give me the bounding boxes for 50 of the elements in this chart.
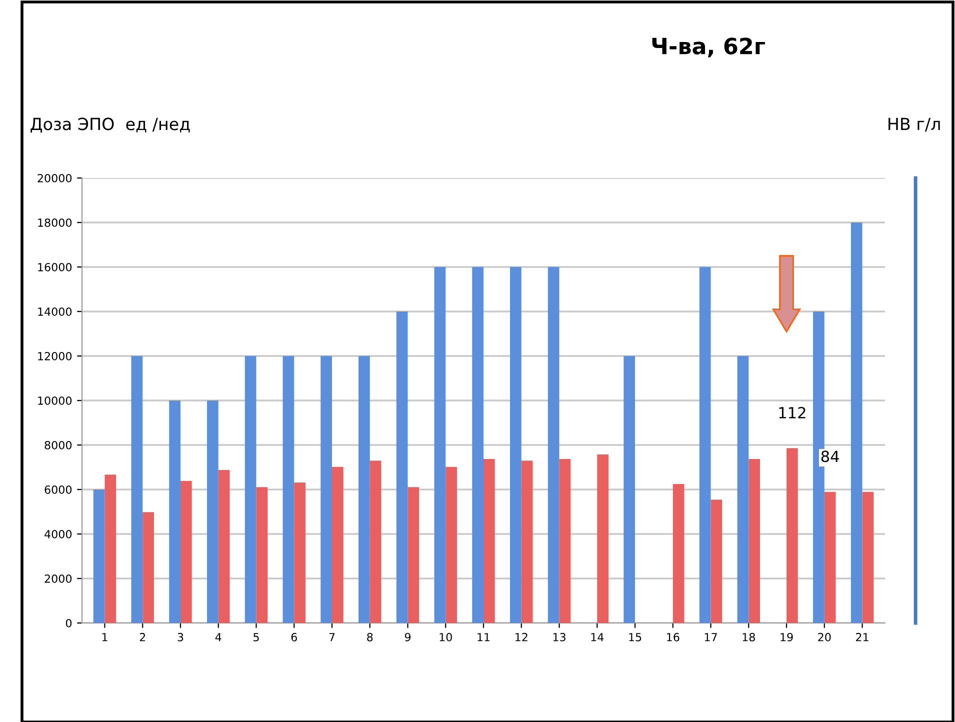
x-tick-label: 7 <box>329 633 335 642</box>
x-tick-label: 14 <box>591 633 604 642</box>
x-tick-label: 11 <box>478 633 490 642</box>
x-tick-label: 3 <box>178 632 184 642</box>
x-tick-label: 1 <box>102 633 108 642</box>
x-tick-label: 10 <box>440 632 452 642</box>
chart-title: Ч-ва, 62г <box>652 38 765 58</box>
x-tick-label: 5 <box>254 633 259 642</box>
bar <box>396 312 408 623</box>
y-axis-title: Доза ЭПО ед /нед <box>30 118 190 133</box>
bar <box>672 484 684 623</box>
x-tick-label: 16 <box>667 632 680 642</box>
bar <box>597 454 608 623</box>
x-tick-label: 20 <box>818 632 831 642</box>
bar <box>850 222 862 623</box>
x-tick-label: 9 <box>404 632 410 642</box>
y-tick-label: 20000 <box>38 174 72 182</box>
y-tick-label: 4000 <box>44 530 72 538</box>
y-tick-label: 18000 <box>38 218 72 227</box>
bar <box>624 356 636 623</box>
bar <box>548 267 560 623</box>
y-tick-label: 12000 <box>38 352 72 360</box>
y-tick-label: 6000 <box>44 485 72 494</box>
x-tick-label: 4 <box>215 633 222 642</box>
x-tick-label: 12 <box>516 632 528 642</box>
x-tick-label: 6 <box>291 632 297 642</box>
bar <box>131 356 143 623</box>
y2-axis-title: НВ г/л <box>888 118 940 132</box>
bar <box>786 448 798 623</box>
x-tick-label: 21 <box>856 632 868 642</box>
bar <box>472 267 484 623</box>
x-tick-label: 13 <box>553 632 566 642</box>
y-tick-label: 8000 <box>44 440 72 450</box>
y-tick-label: 10000 <box>38 396 72 405</box>
x-tick-label: 8 <box>367 632 373 642</box>
x-tick-label: 2 <box>140 632 146 642</box>
bar <box>434 267 446 623</box>
bar <box>699 267 711 623</box>
y-tick-label: 14000 <box>38 307 72 316</box>
y-tick-label: 16000 <box>38 262 72 272</box>
data-label: 84 <box>821 450 839 462</box>
bar <box>862 492 874 623</box>
x-tick-label: 18 <box>742 632 755 642</box>
x-tick-label: 15 <box>629 633 642 642</box>
x-tick-label: 19 <box>780 632 793 642</box>
bar <box>510 267 522 623</box>
y-tick-label: 2000 <box>44 574 72 583</box>
x-tick-label: 17 <box>704 633 717 642</box>
data-label: 112 <box>779 406 806 418</box>
y-tick-label: 0 <box>66 618 72 628</box>
